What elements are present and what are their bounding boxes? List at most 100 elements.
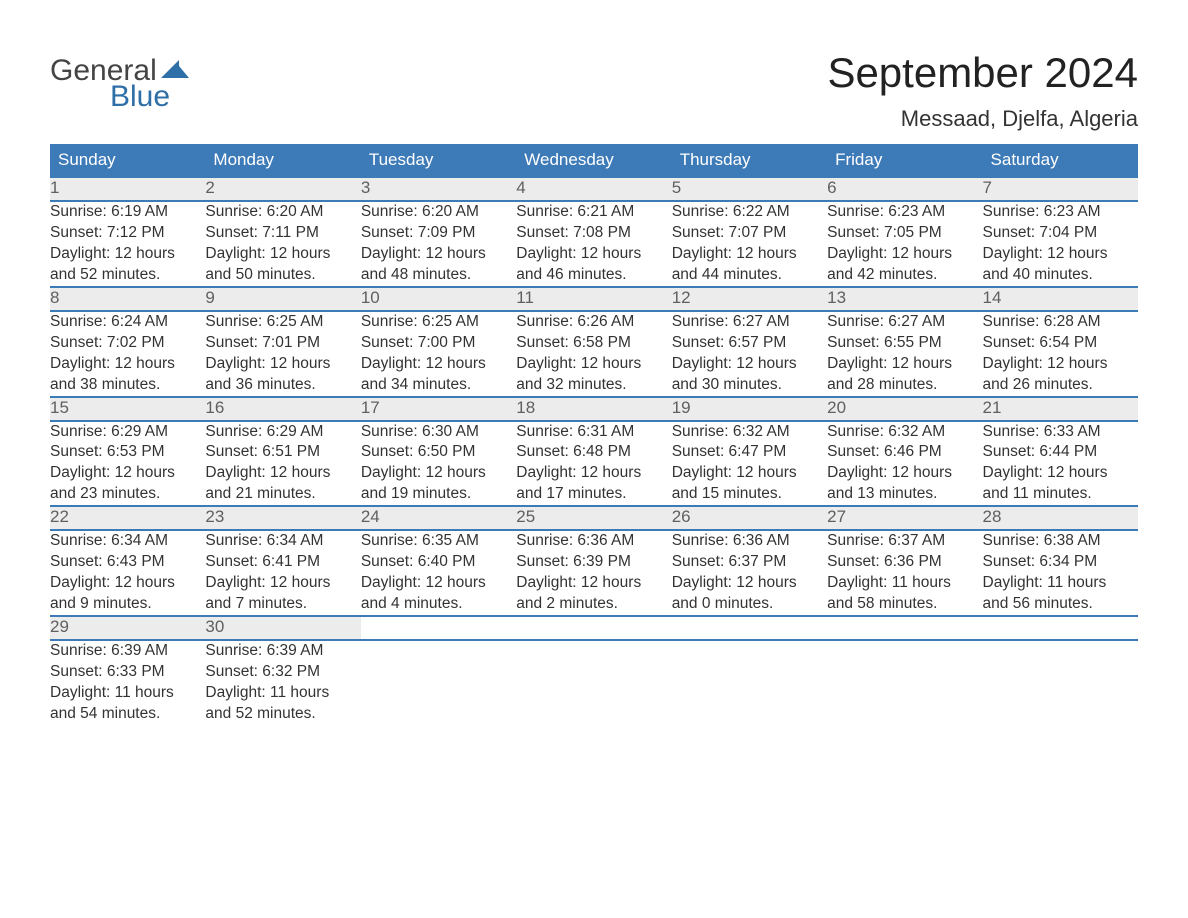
- title-month: September 2024: [827, 50, 1138, 96]
- day-detail-cell: Sunrise: 6:21 AMSunset: 7:08 PMDaylight:…: [516, 201, 671, 287]
- weekday-header: Thursday: [672, 144, 827, 177]
- day-detail-cell: Sunrise: 6:26 AMSunset: 6:58 PMDaylight:…: [516, 311, 671, 397]
- weekday-header: Sunday: [50, 144, 205, 177]
- day-sunset: Sunset: 6:57 PM: [672, 333, 827, 354]
- day-sunset: Sunset: 6:50 PM: [361, 442, 516, 463]
- day-dl2: and 46 minutes.: [516, 265, 671, 286]
- day-dl2: and 2 minutes.: [516, 594, 671, 615]
- day-dl2: and 36 minutes.: [205, 375, 360, 396]
- day-sunset: Sunset: 7:04 PM: [983, 223, 1138, 244]
- day-dl1: Daylight: 12 hours: [361, 573, 516, 594]
- day-number: 2: [205, 178, 214, 197]
- day-number: 10: [361, 288, 380, 307]
- day-number: 11: [516, 288, 534, 307]
- day-sunset: Sunset: 6:55 PM: [827, 333, 982, 354]
- day-detail-cell: Sunrise: 6:36 AMSunset: 6:37 PMDaylight:…: [672, 530, 827, 616]
- day-sunrise: Sunrise: 6:21 AM: [516, 202, 671, 223]
- day-dl2: and 52 minutes.: [50, 265, 205, 286]
- day-dl1: Daylight: 12 hours: [50, 354, 205, 375]
- day-sunset: Sunset: 6:33 PM: [50, 662, 205, 683]
- day-number: 6: [827, 178, 836, 197]
- header: General Blue September 2024 Messaad, Dje…: [50, 50, 1138, 132]
- day-dl1: Daylight: 12 hours: [205, 463, 360, 484]
- day-number: 29: [50, 617, 69, 636]
- day-detail-cell: Sunrise: 6:23 AMSunset: 7:04 PMDaylight:…: [983, 201, 1138, 287]
- day-detail-cell: Sunrise: 6:29 AMSunset: 6:51 PMDaylight:…: [205, 421, 360, 507]
- day-sunset: Sunset: 7:05 PM: [827, 223, 982, 244]
- day-dl1: Daylight: 12 hours: [361, 463, 516, 484]
- day-dl2: and 56 minutes.: [983, 594, 1138, 615]
- day-sunrise: Sunrise: 6:28 AM: [983, 312, 1138, 333]
- day-sunrise: Sunrise: 6:26 AM: [516, 312, 671, 333]
- day-dl2: and 7 minutes.: [205, 594, 360, 615]
- day-sunset: Sunset: 6:43 PM: [50, 552, 205, 573]
- day-dl2: and 4 minutes.: [361, 594, 516, 615]
- day-sunset: Sunset: 6:54 PM: [983, 333, 1138, 354]
- day-detail-cell: Sunrise: 6:22 AMSunset: 7:07 PMDaylight:…: [672, 201, 827, 287]
- day-dl1: Daylight: 12 hours: [205, 573, 360, 594]
- day-dl1: Daylight: 11 hours: [827, 573, 982, 594]
- day-number-cell: 11: [516, 287, 671, 311]
- day-dl2: and 11 minutes.: [983, 484, 1138, 505]
- day-sunset: Sunset: 6:39 PM: [516, 552, 671, 573]
- day-detail-cell: [361, 640, 516, 735]
- day-dl2: and 9 minutes.: [50, 594, 205, 615]
- day-number-cell: [827, 616, 982, 640]
- day-dl1: Daylight: 12 hours: [516, 573, 671, 594]
- day-number: 12: [672, 288, 691, 307]
- day-sunrise: Sunrise: 6:22 AM: [672, 202, 827, 223]
- day-dl2: and 32 minutes.: [516, 375, 671, 396]
- logo-word-2: Blue: [110, 82, 170, 112]
- day-sunset: Sunset: 6:48 PM: [516, 442, 671, 463]
- day-sunset: Sunset: 6:41 PM: [205, 552, 360, 573]
- day-sunrise: Sunrise: 6:25 AM: [361, 312, 516, 333]
- day-sunset: Sunset: 6:34 PM: [983, 552, 1138, 573]
- calendar-table: Sunday Monday Tuesday Wednesday Thursday…: [50, 144, 1138, 734]
- day-detail-cell: Sunrise: 6:34 AMSunset: 6:41 PMDaylight:…: [205, 530, 360, 616]
- day-number-cell: 7: [983, 177, 1138, 201]
- day-dl1: Daylight: 12 hours: [672, 573, 827, 594]
- weekday-header: Wednesday: [516, 144, 671, 177]
- day-number-cell: 5: [672, 177, 827, 201]
- day-detail-cell: Sunrise: 6:38 AMSunset: 6:34 PMDaylight:…: [983, 530, 1138, 616]
- day-dl1: Daylight: 12 hours: [672, 244, 827, 265]
- week-daynum-row: 15161718192021: [50, 397, 1138, 421]
- day-sunrise: Sunrise: 6:24 AM: [50, 312, 205, 333]
- day-sunrise: Sunrise: 6:20 AM: [361, 202, 516, 223]
- day-number: 7: [983, 178, 992, 197]
- week-detail-row: Sunrise: 6:19 AMSunset: 7:12 PMDaylight:…: [50, 201, 1138, 287]
- day-number-cell: 29: [50, 616, 205, 640]
- day-dl1: Daylight: 12 hours: [205, 354, 360, 375]
- day-number-cell: 8: [50, 287, 205, 311]
- day-detail-cell: Sunrise: 6:36 AMSunset: 6:39 PMDaylight:…: [516, 530, 671, 616]
- day-sunrise: Sunrise: 6:23 AM: [983, 202, 1138, 223]
- day-sunrise: Sunrise: 6:37 AM: [827, 531, 982, 552]
- title-location: Messaad, Djelfa, Algeria: [827, 106, 1138, 132]
- day-sunset: Sunset: 7:01 PM: [205, 333, 360, 354]
- day-detail-cell: Sunrise: 6:30 AMSunset: 6:50 PMDaylight:…: [361, 421, 516, 507]
- day-sunrise: Sunrise: 6:39 AM: [50, 641, 205, 662]
- week-detail-row: Sunrise: 6:29 AMSunset: 6:53 PMDaylight:…: [50, 421, 1138, 507]
- day-dl1: Daylight: 12 hours: [205, 244, 360, 265]
- week-daynum-row: 29 30: [50, 616, 1138, 640]
- day-sunset: Sunset: 7:08 PM: [516, 223, 671, 244]
- day-number: 14: [983, 288, 1002, 307]
- day-number-cell: 20: [827, 397, 982, 421]
- day-dl1: Daylight: 12 hours: [50, 463, 205, 484]
- day-dl1: Daylight: 12 hours: [50, 244, 205, 265]
- day-number-cell: 30: [205, 616, 360, 640]
- day-sunrise: Sunrise: 6:36 AM: [672, 531, 827, 552]
- day-number-cell: [983, 616, 1138, 640]
- day-number-cell: 6: [827, 177, 982, 201]
- day-detail-cell: Sunrise: 6:25 AMSunset: 7:00 PMDaylight:…: [361, 311, 516, 397]
- day-dl1: Daylight: 12 hours: [361, 354, 516, 375]
- week-daynum-row: 891011121314: [50, 287, 1138, 311]
- day-number-cell: 10: [361, 287, 516, 311]
- day-dl2: and 38 minutes.: [50, 375, 205, 396]
- day-sunrise: Sunrise: 6:27 AM: [672, 312, 827, 333]
- day-sunset: Sunset: 6:37 PM: [672, 552, 827, 573]
- day-dl1: Daylight: 11 hours: [50, 683, 205, 704]
- day-dl2: and 26 minutes.: [983, 375, 1138, 396]
- day-dl1: Daylight: 12 hours: [983, 463, 1138, 484]
- day-dl2: and 54 minutes.: [50, 704, 205, 725]
